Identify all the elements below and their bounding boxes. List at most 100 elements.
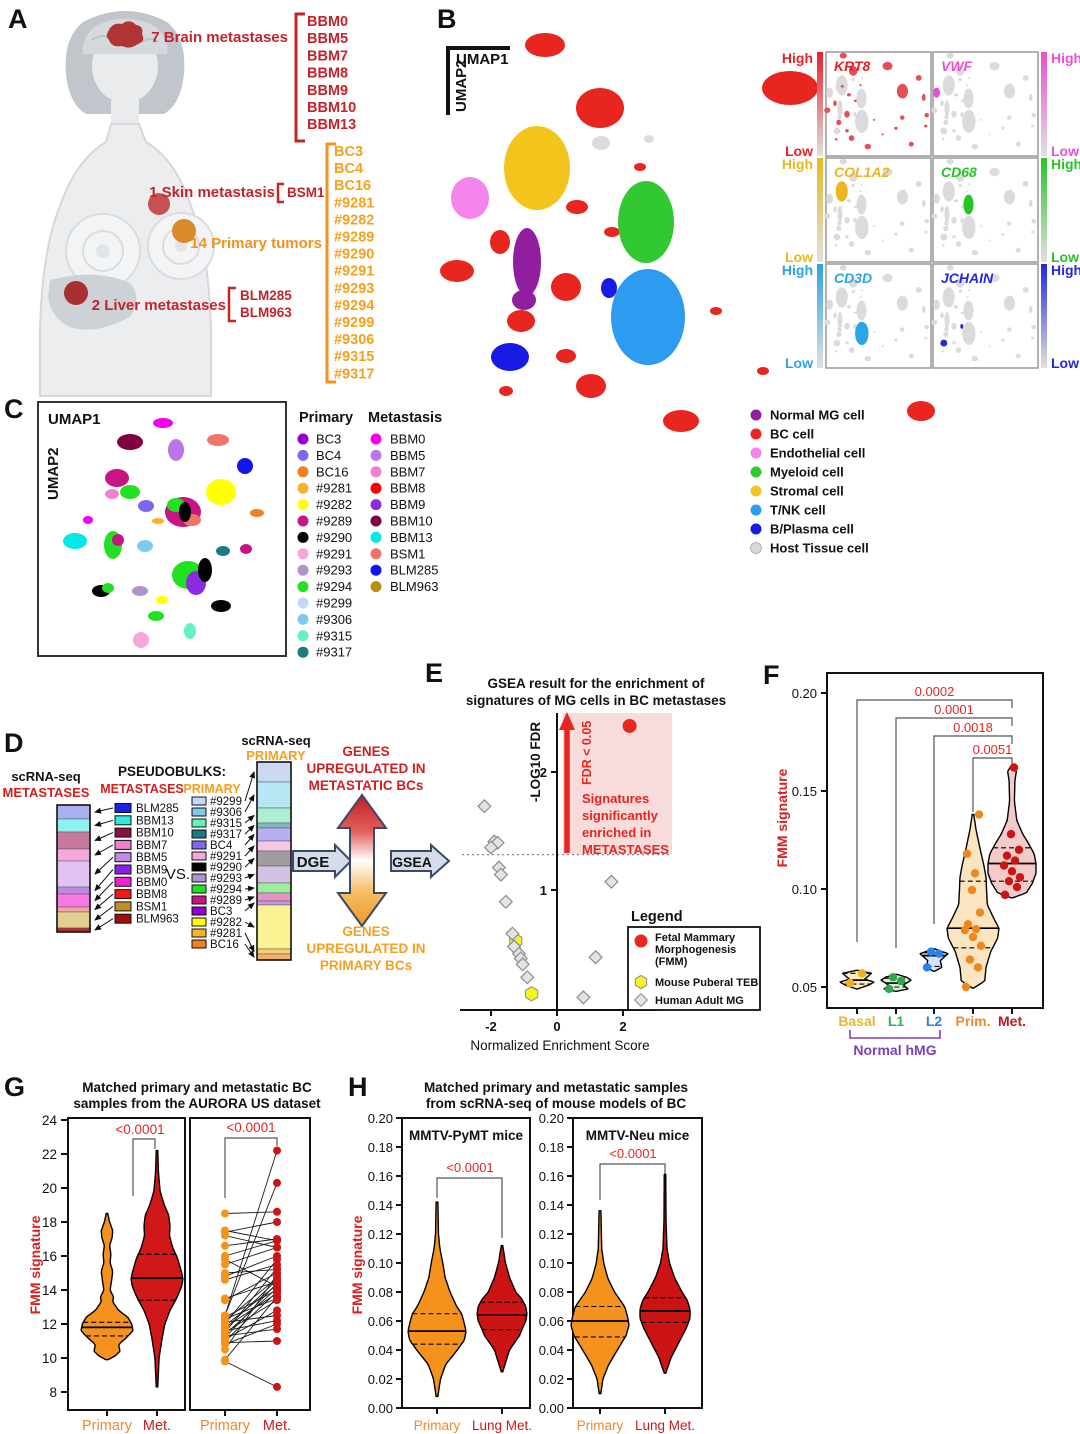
g-title-line2: samples from the AURORA US dataset	[73, 1096, 321, 1111]
primary-pair-dot	[221, 1241, 229, 1250]
normal-hmg-label: Normal hMG	[853, 1042, 936, 1058]
met-pair-dot	[273, 1178, 281, 1187]
primary-sample-label: #9299	[334, 315, 374, 331]
h-y-tick-label: 0.16	[539, 1169, 564, 1184]
dot-Met.	[1004, 876, 1014, 886]
umap-cluster-endo	[451, 177, 489, 219]
fmm-violin-plot: 0.05 0.10 0.15 0.20 0.0002 0.0001 0.0018 0.0051…	[792, 672, 1044, 1029]
adult-mg-point	[515, 957, 530, 972]
metastasis-swatch	[370, 581, 382, 593]
met-swatch	[114, 839, 132, 850]
umap-cluster-stromal	[504, 126, 570, 210]
prim-arrow	[244, 932, 255, 953]
dot-Met.	[1002, 851, 1012, 860]
met-pair-dot	[273, 1306, 281, 1315]
teb-point	[524, 986, 539, 1002]
aurora-plots: 8 10 12 14 16 18 20 22 24 <0.0001 <0.0001 Primary Me…	[42, 1113, 311, 1434]
fmm-legend-marker	[634, 934, 648, 948]
metastasis-swatch	[370, 515, 382, 527]
h-y-tick-label: 0.08	[368, 1285, 393, 1300]
met-pair-dot	[273, 1320, 281, 1328]
dot-Prim.	[968, 932, 978, 942]
prim-arrow	[244, 896, 255, 902]
umap-cluster-nmg	[512, 290, 536, 310]
f-y-tick-label: 0.05	[792, 980, 817, 995]
p-bracket	[933, 735, 1013, 924]
brain-sample-label: BBM9	[307, 83, 348, 99]
e-y-tick-label: 1	[540, 883, 547, 898]
met-list-label: BBM9	[136, 865, 167, 877]
umap-sample-cluster	[148, 611, 164, 621]
pair-line	[224, 1238, 278, 1247]
prim-swatch	[191, 851, 207, 861]
prim-list-label: #9291	[210, 851, 242, 863]
metastases-bar-segment	[56, 911, 91, 929]
primary-pair-dot	[221, 1275, 229, 1284]
umap-cluster-bp	[491, 343, 529, 371]
liver-bracket	[227, 286, 236, 323]
primary-swatch	[297, 630, 309, 642]
panel-c-letter: C	[4, 394, 24, 424]
genes-up-met-line3: METASTATIC BCs	[309, 778, 424, 793]
umap2-axis-label: UMAP2	[45, 447, 62, 500]
adult-mg-point	[588, 950, 603, 965]
umap-sample-cluster	[206, 479, 236, 505]
inset-frame-KRT8	[825, 51, 932, 157]
legend-swatch	[750, 485, 762, 497]
primary-bar-segment	[256, 840, 292, 852]
legend-label: Stromal cell	[770, 484, 844, 499]
prim-list-label: BC4	[210, 840, 233, 852]
panel-d-letter: D	[4, 728, 24, 758]
prim-swatch	[191, 862, 207, 872]
prim-list-label: #9306	[210, 807, 242, 819]
pseudobulk-met-header: METASTASES	[100, 782, 184, 796]
f-category-label: L1	[888, 1013, 905, 1029]
prim-swatch	[191, 895, 207, 905]
significant-region	[563, 713, 672, 855]
dot-Basal	[857, 969, 867, 978]
met-arrow	[94, 819, 114, 827]
met-list-label: BBM13	[136, 815, 174, 827]
legend-label: Myeloid cell	[770, 465, 844, 480]
g-p-value-2: <0.0001	[226, 1120, 275, 1135]
f-category-label: Prim.	[955, 1013, 990, 1029]
prim-arrow	[244, 833, 255, 846]
h-p-bracket	[436, 1177, 503, 1238]
umap-cluster-bc	[507, 310, 535, 332]
e-legend-box	[627, 926, 761, 1011]
f-y-tick-label: 0.15	[792, 784, 817, 799]
metastasis-sample-label: BBM8	[390, 481, 425, 496]
umap-cluster-bc	[757, 367, 769, 375]
dot-Prim.	[975, 908, 985, 917]
primary-sample-label: #9281	[316, 481, 352, 496]
brain-sample-label: BBM5	[307, 31, 348, 47]
colorbar-COL1A2	[817, 158, 823, 262]
significance-annotation: Signatures significantly enriched in MET…	[582, 791, 669, 857]
met-pair-dot	[273, 1207, 281, 1216]
brain-metastases-title: 7 Brain metastases	[151, 29, 288, 46]
e-x-tick-label: 2	[619, 1019, 626, 1034]
legend-swatch	[750, 428, 762, 440]
legend-swatch	[750, 447, 762, 459]
h-y-tick-label: 0.12	[368, 1227, 393, 1242]
panel-b-letter: B	[437, 4, 457, 34]
prim-arrow	[244, 902, 255, 912]
h-y-tick-label: 0.02	[539, 1372, 564, 1387]
metastases-bar-segment	[56, 818, 91, 833]
dot-Prim.	[971, 924, 981, 934]
h-y-tick-label: 0.16	[368, 1169, 393, 1184]
liver-metastasis-blob	[64, 281, 88, 305]
up-down-gradient-arrow	[336, 793, 388, 928]
primary-bracket	[325, 142, 336, 384]
sig-line1: Signatures	[582, 791, 649, 806]
gene-name-JCHAIN: JCHAIN	[941, 270, 994, 286]
h-x-label: Primary	[414, 1418, 461, 1433]
legend-swatch	[750, 523, 762, 535]
skin-metastasis-title: 1 Skin metastasis	[149, 184, 275, 201]
gsea-arrow	[390, 842, 451, 880]
prim-arrow	[244, 814, 255, 824]
met-list-label: BBM10	[136, 828, 174, 840]
